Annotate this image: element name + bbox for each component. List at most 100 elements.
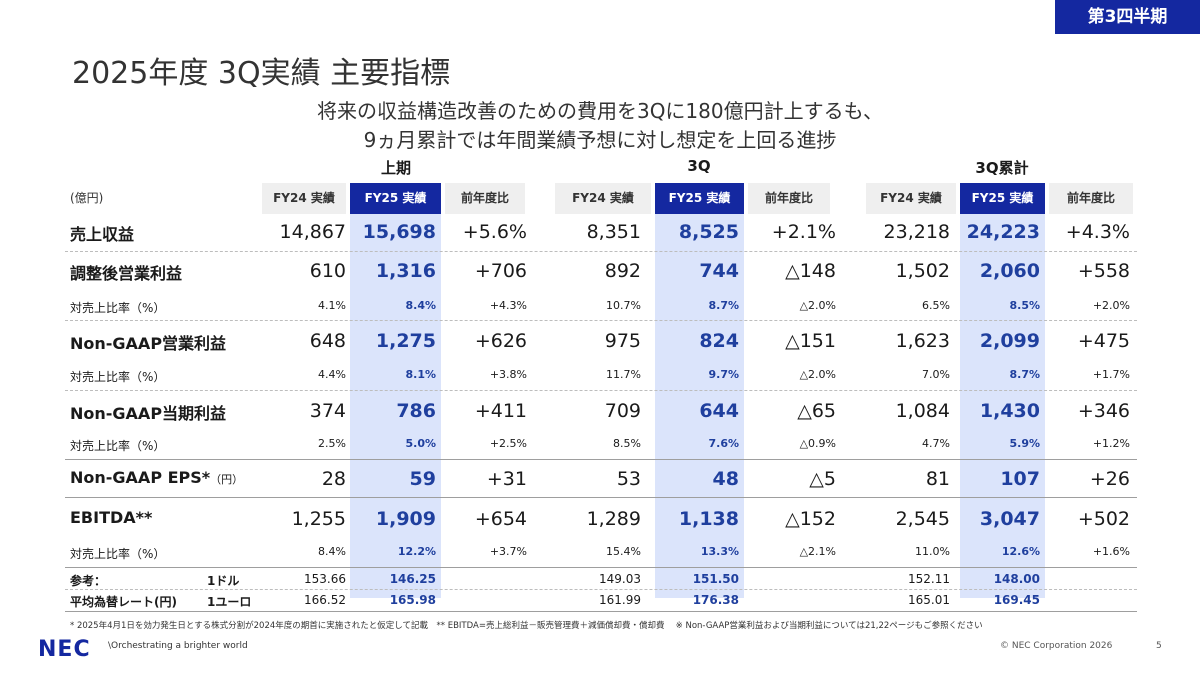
cell-fy24-h1: 14,867 xyxy=(279,221,346,243)
cell-fy24-3q: 892 xyxy=(604,260,641,282)
cell-fy25-3q: 824 xyxy=(699,330,739,352)
cell-fy24-cum: 1,502 xyxy=(895,260,950,282)
cell-yoy-cum: +346 xyxy=(1077,400,1130,422)
cell-yoy-h1: +2.5% xyxy=(489,437,527,450)
cell-fy25-h1: 8.1% xyxy=(405,368,436,381)
cell-yoy-h1: +3.7% xyxy=(489,545,527,558)
cell-fy24-cum: 1,623 xyxy=(895,330,950,352)
cell-fy24-3q: 53 xyxy=(616,468,641,490)
cell-fy25-3q: 8,525 xyxy=(678,221,739,243)
quarter-badge: 第3四半期 xyxy=(1055,0,1200,34)
cell-fy25-3q: 644 xyxy=(699,400,739,422)
row-divider xyxy=(65,251,1137,252)
cell-yoy-cum: +558 xyxy=(1077,260,1130,282)
col-header-fy24-h1: FY24 実績 xyxy=(262,183,346,214)
cell-fy24-cum: 7.0% xyxy=(922,368,950,381)
row-divider xyxy=(65,611,1137,612)
cell-fy24-3q: 1,289 xyxy=(586,508,641,530)
cell-fy24-cum: 81 xyxy=(925,468,950,490)
row-divider xyxy=(65,320,1137,321)
cell-fy24-3q: 10.7% xyxy=(606,299,641,312)
page-number: 5 xyxy=(1156,641,1162,651)
page-title: 2025年度 3Q実績 主要指標 xyxy=(72,56,451,91)
row-label: 対売上比率（%） xyxy=(70,301,166,315)
cell-fy25-3q: 48 xyxy=(712,468,739,490)
dollar-label: 1ドル xyxy=(207,574,240,588)
cell-fy24-3q: 11.7% xyxy=(606,368,641,381)
cell-yoy-h1: +654 xyxy=(474,508,527,530)
cell-fy24-h1: 648 xyxy=(309,330,346,352)
subtitle-line-2: 9ヵ月累計では年間業績予想に対し想定を上回る進捗 xyxy=(363,128,837,152)
col-header-yoy-3q: 前年度比 xyxy=(748,183,830,214)
cell-fy24-h1: 4.1% xyxy=(318,299,346,312)
cell-fy24-3q: 8,351 xyxy=(586,221,641,243)
nec-logo: NEC xyxy=(38,637,91,662)
row-divider xyxy=(65,459,1137,460)
cell-fy25-h1: 59 xyxy=(409,468,436,490)
cell-yoy-h1: +4.3% xyxy=(489,299,527,312)
footnote: * 2025年4月1日を効力発生日とする株式分割が2024年度の期首に実施された… xyxy=(70,621,983,631)
highlight-band-cum xyxy=(960,214,1045,598)
cell-yoy-3q: △65 xyxy=(797,400,836,422)
col-header-fy24-cum: FY24 実績 xyxy=(866,183,956,214)
cell-fy25-3q: 7.6% xyxy=(708,437,739,450)
row-label: EBITDA** xyxy=(70,508,153,527)
row-label: 売上収益 xyxy=(70,225,135,244)
cell-fy24-h1: 166.52 xyxy=(304,593,346,607)
cell-yoy-3q: △148 xyxy=(785,260,836,282)
fx-rate-label: 平均為替レート(円) xyxy=(70,595,177,609)
cell-fy24-cum: 2,545 xyxy=(895,508,950,530)
cell-fy25-h1: 786 xyxy=(396,400,436,422)
cell-yoy-h1: +411 xyxy=(474,400,527,422)
cell-yoy-h1: +626 xyxy=(474,330,527,352)
col-header-fy24-3q: FY24 実績 xyxy=(555,183,651,214)
row-label: 対売上比率（%） xyxy=(70,547,166,561)
cell-fy24-h1: 153.66 xyxy=(304,572,346,586)
cell-yoy-3q: △2.1% xyxy=(799,545,836,558)
cell-fy25-cum: 148.00 xyxy=(993,572,1040,586)
col-header-fy25-cum: FY25 実績 xyxy=(960,183,1045,214)
highlight-band-3q xyxy=(655,214,744,598)
cell-fy24-cum: 152.11 xyxy=(908,572,950,586)
group-header-h1: 上期 xyxy=(380,159,411,177)
cell-fy25-h1: 146.25 xyxy=(389,572,436,586)
cell-fy24-h1: 374 xyxy=(309,400,346,422)
cell-fy25-cum: 3,047 xyxy=(979,508,1040,530)
cell-yoy-3q: △2.0% xyxy=(799,368,836,381)
cell-fy24-cum: 23,218 xyxy=(883,221,950,243)
cell-yoy-3q: +2.1% xyxy=(771,221,836,243)
row-label-text: Non-GAAP EPS* xyxy=(70,468,211,487)
cell-yoy-h1: +31 xyxy=(486,468,527,490)
cell-fy25-cum: 24,223 xyxy=(966,221,1040,243)
cell-fy25-cum: 1,430 xyxy=(979,400,1040,422)
cell-fy25-h1: 8.4% xyxy=(405,299,436,312)
cell-yoy-h1: +5.6% xyxy=(462,221,527,243)
cell-fy24-3q: 709 xyxy=(604,400,641,422)
cell-fy24-3q: 8.5% xyxy=(613,437,641,450)
row-divider xyxy=(65,390,1137,391)
row-label-suffix: （円） xyxy=(210,473,244,486)
euro-label: 1ユーロ xyxy=(207,595,252,609)
highlight-band-h1 xyxy=(350,214,441,598)
cell-fy25-3q: 8.7% xyxy=(708,299,739,312)
cell-yoy-cum: +475 xyxy=(1077,330,1130,352)
cell-fy25-cum: 12.6% xyxy=(1001,545,1040,558)
cell-fy25-h1: 12.2% xyxy=(397,545,436,558)
reference-label: 参考： xyxy=(70,574,107,588)
cell-fy25-h1: 1,909 xyxy=(375,508,436,530)
row-label: 対売上比率（%） xyxy=(70,370,166,384)
cell-fy25-h1: 165.98 xyxy=(389,593,436,607)
cell-fy24-h1: 28 xyxy=(321,468,346,490)
cell-yoy-3q: △152 xyxy=(785,508,836,530)
cell-yoy-cum: +502 xyxy=(1077,508,1130,530)
cell-yoy-cum: +4.3% xyxy=(1065,221,1130,243)
cell-fy25-h1: 1,275 xyxy=(375,330,436,352)
cell-yoy-cum: +1.2% xyxy=(1092,437,1130,450)
cell-yoy-h1: +3.8% xyxy=(489,368,527,381)
cell-fy24-cum: 6.5% xyxy=(922,299,950,312)
cell-fy24-cum: 4.7% xyxy=(922,437,950,450)
subtitle-line-1: 将来の収益構造改善のための費用を3Qに180億円計上するも、 xyxy=(316,99,884,123)
cell-fy24-cum: 165.01 xyxy=(908,593,950,607)
row-label: Non-GAAP営業利益 xyxy=(70,334,227,353)
cell-fy25-cum: 107 xyxy=(1000,468,1040,490)
